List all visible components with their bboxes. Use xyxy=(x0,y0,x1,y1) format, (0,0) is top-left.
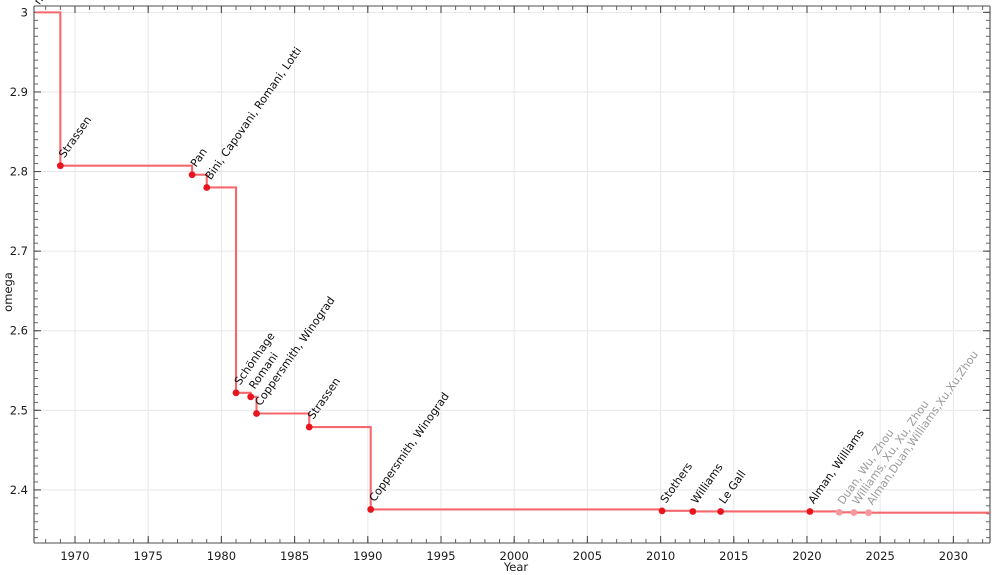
x-tick-label: 1995 xyxy=(426,549,455,563)
y-tick-label: 2.8 xyxy=(10,165,28,179)
axis-lines xyxy=(33,5,991,544)
y-tick-labels: 2.4 2.5 2.6 2.7 2.8 2.9 3 xyxy=(10,5,28,497)
y-tick-label: 2.5 xyxy=(10,403,28,417)
data-point-marker[interactable] xyxy=(835,508,843,516)
data-point-marker[interactable] xyxy=(253,410,260,417)
x-tick-label: 1975 xyxy=(134,549,163,563)
x-tick-label: 1970 xyxy=(60,549,89,563)
x-tick-label: 2015 xyxy=(719,549,748,563)
data-point-marker[interactable] xyxy=(56,162,64,170)
data-point-label: Bini, Capovani, Romani, Lotti xyxy=(203,45,305,182)
y-tick-label: 2.7 xyxy=(10,244,28,258)
data-point-marker[interactable] xyxy=(232,389,240,397)
data-point-marker[interactable] xyxy=(305,423,313,431)
x-tick-label: 2025 xyxy=(866,549,895,563)
data-point-label: Coppersmith, Winograd xyxy=(367,390,452,504)
x-tick-label: 1990 xyxy=(353,549,382,563)
x-axis-title: Year xyxy=(503,560,529,574)
data-point-marker[interactable] xyxy=(658,507,666,515)
data-point-label: Alman,Duan,Williams,Xu,Xu,Zhou xyxy=(864,348,981,507)
data-point-marker[interactable] xyxy=(689,508,697,515)
y-tick-label: 3 xyxy=(21,5,28,19)
y-axis-title: omega xyxy=(1,272,15,312)
data-point-marker[interactable] xyxy=(367,506,375,513)
x-tick-label: 2030 xyxy=(939,549,968,563)
omega-upper-bound-line xyxy=(35,11,990,514)
x-tick-label: 1980 xyxy=(207,549,236,563)
y-tick-label: 2.4 xyxy=(10,483,28,497)
omega-step-line xyxy=(35,11,990,514)
data-point-marker[interactable] xyxy=(850,509,858,516)
x-tick-label: 2000 xyxy=(500,549,529,563)
x-tick-labels: 1970 1975 1980 1985 1990 1995 2000 2005 2010 2015… xyxy=(60,549,968,563)
major-tick-marks xyxy=(34,6,990,543)
x-tick-label: 2010 xyxy=(646,549,675,563)
grid-lines xyxy=(34,6,990,543)
data-point-marker[interactable] xyxy=(717,508,725,515)
x-tick-label: 2005 xyxy=(573,549,602,563)
x-tick-label: 2020 xyxy=(792,549,821,563)
y-tick-label: 2.6 xyxy=(10,324,28,338)
y-tick-label: 2.9 xyxy=(10,85,28,99)
data-point-marker[interactable] xyxy=(203,184,211,191)
data-point-label: Williams, Xu, Xu, Zhou xyxy=(850,398,932,507)
data-point-labels: naiveStrassenPanBini, Capovani, Romani, … xyxy=(31,0,981,507)
data-point-label: Strassen xyxy=(305,375,343,422)
x-tick-label: 1985 xyxy=(280,549,309,563)
minor-tick-marks xyxy=(34,6,990,543)
data-point-marker[interactable] xyxy=(806,508,814,515)
data-point-marker[interactable] xyxy=(188,171,196,179)
data-point-marker[interactable] xyxy=(865,509,872,517)
data-point-marker[interactable] xyxy=(247,393,255,401)
data-point-markers xyxy=(56,162,872,517)
